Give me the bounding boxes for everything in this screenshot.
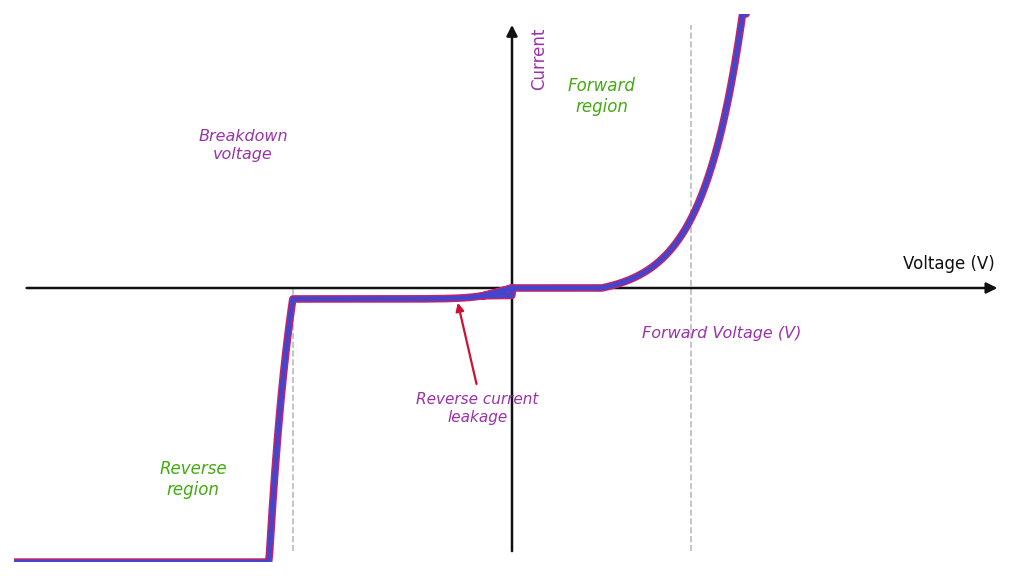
Text: Forward Voltage (V): Forward Voltage (V) [641,327,801,342]
Text: Reverse current
leakage: Reverse current leakage [416,392,539,425]
Text: Current: Current [530,28,548,90]
Text: Forward
region: Forward region [567,77,636,116]
Text: Breakdown
voltage: Breakdown voltage [199,129,288,162]
Text: Reverse
region: Reverse region [160,460,227,499]
Text: Voltage (V): Voltage (V) [903,255,995,272]
